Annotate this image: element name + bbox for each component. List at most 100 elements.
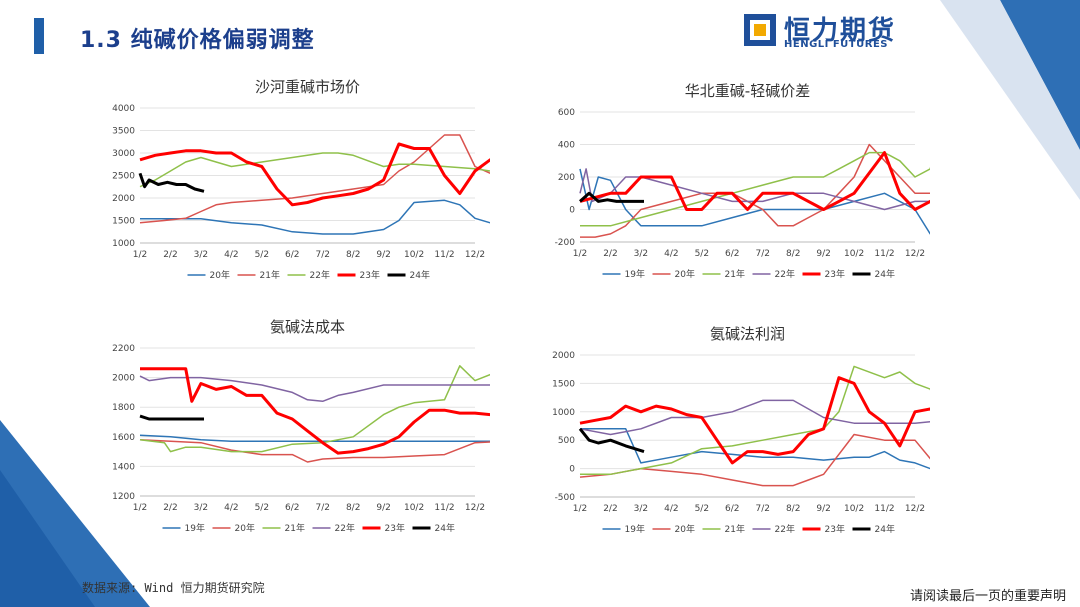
- y-tick-label: 1400: [112, 462, 135, 472]
- series-line-23年: [139, 142, 490, 207]
- x-tick-label: 9/2: [376, 503, 390, 513]
- chart-svg: 沙河重碱市场价 1000 1500 2000 2500 3000 3500 4000 1/2 2/…: [112, 78, 490, 281]
- x-tick-label: 2/2: [163, 250, 177, 260]
- x-tick-label: 7/2: [755, 504, 769, 514]
- legend-label: 20年: [210, 269, 230, 281]
- x-tick-label: 2/2: [163, 503, 177, 513]
- x-tick-label: 6/2: [725, 249, 739, 259]
- legend-label: 24年: [435, 522, 455, 534]
- x-tick-label: 9/2: [816, 249, 830, 259]
- series-line-24年: [578, 427, 645, 454]
- chart-title: 氨碱法利润: [710, 325, 785, 343]
- x-tick-label: 5/2: [255, 250, 269, 260]
- logo-mark-icon: [744, 14, 776, 46]
- legend-label: 22年: [310, 269, 330, 281]
- company-logo: 恒力期货 HENGLI FUTURES: [744, 10, 914, 54]
- x-tick-label: 3/2: [194, 250, 208, 260]
- chart-north-heavy-light-spread: 华北重碱-轻碱价差 -200 0 200 400 600 1/2 2/2 3/2 4/2 5/2 6/…: [540, 62, 930, 292]
- x-tick-label: 11/2: [874, 504, 894, 514]
- x-tick-label: 10/2: [404, 250, 424, 260]
- legend-label: 24年: [410, 269, 430, 281]
- x-tick-label: 7/2: [755, 249, 769, 259]
- x-tick-label: 6/2: [285, 250, 299, 260]
- y-tick-label: 1600: [112, 433, 135, 443]
- y-tick-label: 2000: [552, 351, 575, 361]
- x-tick-label: 6/2: [725, 504, 739, 514]
- logo-text-en: HENGLI FUTURES: [784, 39, 888, 50]
- legend-label: 23年: [360, 269, 380, 281]
- y-tick-label: 2500: [112, 172, 135, 182]
- chart-ammonia-soda-cost: 氨碱法成本 1200 1400 1600 1800 2000 2200 1/2 2/2 3/2 4/…: [100, 315, 490, 545]
- y-tick-label: 1500: [112, 217, 135, 227]
- y-tick-label: 0: [569, 465, 575, 475]
- x-tick-label: 12/2: [905, 249, 925, 259]
- legend-label: 20年: [235, 522, 255, 534]
- x-tick-label: 3/2: [194, 503, 208, 513]
- series-line-21年: [580, 151, 930, 227]
- page-title: 1.3 纯碱价格偏弱调整: [80, 28, 315, 53]
- chart-svg: 氨碱法利润 -500 0 500 1000 1500 2000 1/2 2/2 3/2 4/2 5/2…: [552, 325, 930, 535]
- chart-svg: 华北重碱-轻碱价差 -200 0 200 400 600 1/2 2/2 3/2 4/2 5/2 6/…: [555, 82, 930, 280]
- x-tick-label: 8/2: [346, 503, 360, 513]
- legend-label: 24年: [875, 523, 895, 535]
- x-tick-label: 3/2: [634, 249, 648, 259]
- y-tick-label: 1500: [552, 379, 575, 389]
- series-line-19年: [580, 428, 930, 470]
- series-line-20年: [579, 433, 930, 487]
- x-tick-label: 12/2: [465, 250, 485, 260]
- y-tick-label: 1000: [112, 239, 135, 249]
- x-tick-label: 8/2: [786, 504, 800, 514]
- chart-title: 华北重碱-轻碱价差: [685, 82, 810, 100]
- x-tick-label: 4/2: [664, 249, 678, 259]
- y-tick-label: 500: [558, 436, 575, 446]
- title-accent-bar: [34, 18, 44, 54]
- chart-svg: 氨碱法成本 1200 1400 1600 1800 2000 2200 1/2 2/2 3/2 4/…: [112, 318, 490, 534]
- series-line-24年: [579, 191, 644, 203]
- x-tick-label: 10/2: [844, 504, 864, 514]
- legend-label: 21年: [260, 269, 280, 281]
- series-line-23年: [579, 376, 930, 465]
- y-tick-label: 1800: [112, 403, 135, 413]
- x-tick-label: 11/2: [434, 250, 454, 260]
- y-tick-label: 3000: [112, 149, 135, 159]
- y-tick-label: 2000: [112, 194, 135, 204]
- legend-label: 23年: [825, 268, 845, 280]
- legend-label: 24年: [875, 268, 895, 280]
- legend-label: 19年: [625, 523, 645, 535]
- legend-label: 20年: [675, 523, 695, 535]
- y-tick-label: 600: [558, 108, 575, 118]
- series-line-23年: [140, 367, 490, 455]
- x-tick-label: 5/2: [695, 249, 709, 259]
- y-tick-label: 3500: [112, 127, 135, 137]
- chart-ammonia-soda-profit: 氨碱法利润 -500 0 500 1000 1500 2000 1/2 2/2 3/2 4/2 5/2…: [540, 322, 930, 547]
- series-line-22年: [579, 168, 930, 211]
- x-tick-label: 5/2: [695, 504, 709, 514]
- series-line-21年: [580, 365, 930, 476]
- x-tick-label: 6/2: [285, 503, 299, 513]
- y-tick-label: 4000: [112, 104, 135, 114]
- x-tick-label: 12/2: [465, 503, 485, 513]
- x-tick-label: 2/2: [603, 249, 617, 259]
- x-tick-label: 4/2: [224, 250, 238, 260]
- x-tick-label: 1/2: [573, 249, 587, 259]
- series-line-19年: [579, 168, 930, 235]
- chart-title: 沙河重碱市场价: [255, 78, 360, 96]
- legend-label: 19年: [185, 522, 205, 534]
- y-tick-label: -200: [555, 238, 576, 248]
- disclaimer-note: 请阅读最后一页的重要声明: [909, 589, 1066, 604]
- x-tick-label: 5/2: [255, 503, 269, 513]
- y-tick-label: -500: [555, 493, 576, 503]
- series-line-20年: [580, 143, 930, 238]
- chart-title: 氨碱法成本: [270, 318, 345, 336]
- x-tick-label: 1/2: [133, 503, 147, 513]
- y-tick-label: 2000: [112, 374, 135, 384]
- legend-label: 21年: [285, 522, 305, 534]
- legend-label: 22年: [335, 522, 355, 534]
- x-tick-label: 9/2: [376, 250, 390, 260]
- data-source-note: 数据来源: Wind 恒力期货研究院: [82, 581, 265, 595]
- x-tick-label: 11/2: [434, 503, 454, 513]
- y-tick-label: 400: [558, 141, 575, 151]
- series-line-23年: [579, 151, 930, 211]
- x-tick-label: 7/2: [315, 250, 329, 260]
